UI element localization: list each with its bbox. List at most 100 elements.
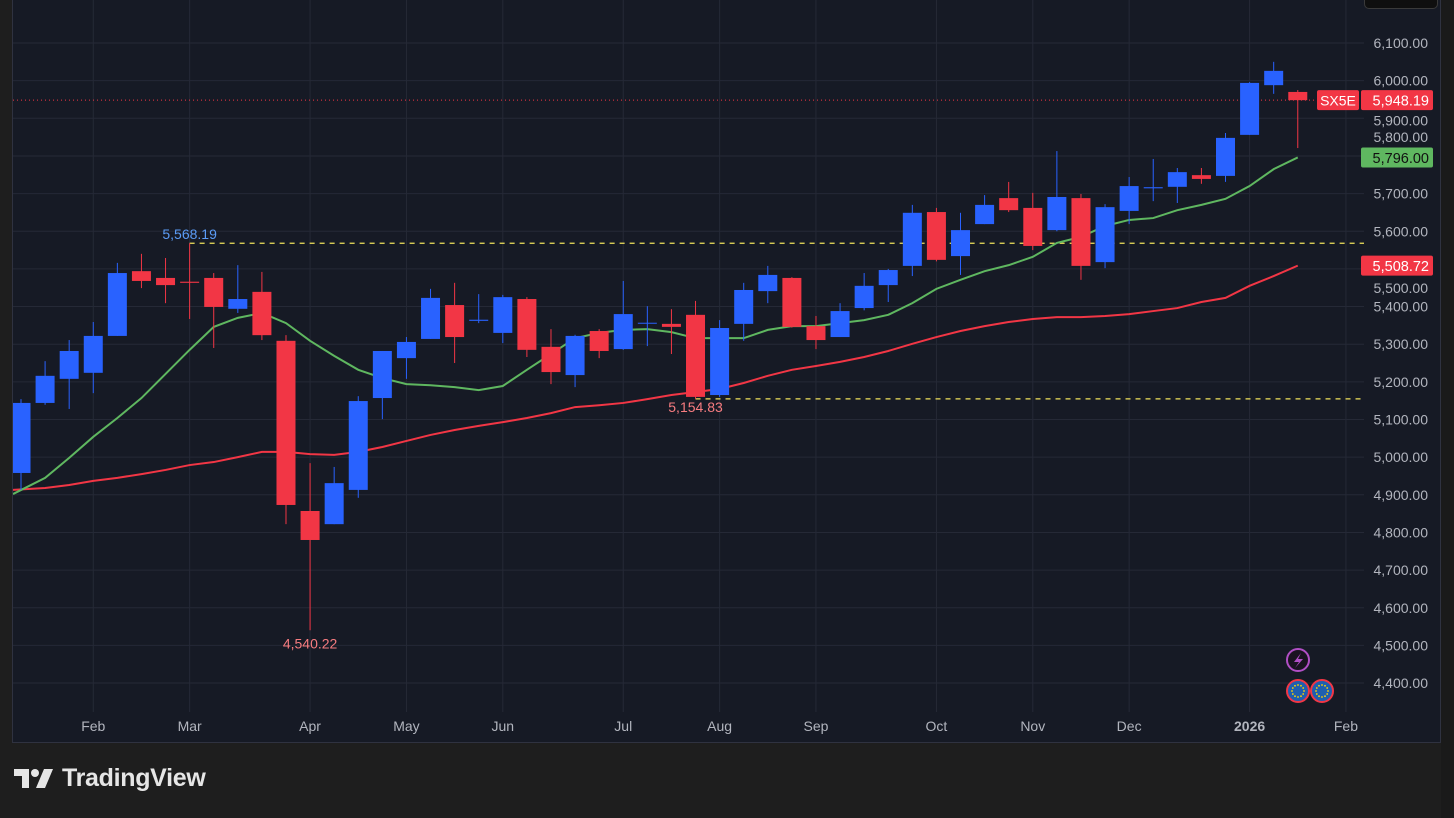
- candle[interactable]: [1288, 90, 1308, 149]
- candle[interactable]: [1143, 158, 1163, 202]
- candle[interactable]: [324, 466, 344, 525]
- eu-flag-event-icon[interactable]: [1286, 679, 1310, 703]
- candle[interactable]: [758, 265, 778, 304]
- candle[interactable]: [252, 271, 272, 341]
- candle[interactable]: [372, 350, 392, 420]
- candle[interactable]: [300, 463, 320, 631]
- candle[interactable]: [396, 337, 416, 379]
- eu-star: [1321, 696, 1323, 698]
- eu-star: [1294, 695, 1296, 698]
- candle[interactable]: [661, 309, 681, 354]
- eu-star: [1300, 695, 1302, 698]
- candle-body: [469, 319, 489, 321]
- y-tick-label: 5,100.00: [1374, 412, 1429, 428]
- eu-star: [1291, 690, 1293, 692]
- candle-body: [35, 375, 55, 403]
- candle[interactable]: [204, 273, 224, 348]
- candle[interactable]: [1119, 177, 1139, 225]
- candle[interactable]: [107, 262, 127, 336]
- candle[interactable]: [83, 321, 103, 394]
- candle[interactable]: [1264, 61, 1284, 94]
- candle[interactable]: [589, 329, 609, 359]
- ma-slow-tag-bg: [1361, 255, 1433, 276]
- candle[interactable]: [1191, 167, 1211, 184]
- candle[interactable]: [565, 334, 585, 388]
- candle[interactable]: [951, 212, 971, 275]
- candle[interactable]: [1071, 193, 1091, 280]
- candle-body: [156, 277, 176, 286]
- candle[interactable]: [493, 294, 513, 344]
- candle[interactable]: [59, 340, 79, 409]
- candle-body: [59, 350, 79, 379]
- candle-body: [637, 322, 657, 324]
- candle[interactable]: [854, 273, 874, 311]
- candle[interactable]: [517, 297, 537, 358]
- candle[interactable]: [999, 181, 1019, 213]
- candle[interactable]: [902, 204, 922, 277]
- candle[interactable]: [710, 320, 730, 397]
- candle[interactable]: [35, 361, 55, 405]
- y-tick-label: 5,400.00: [1374, 299, 1429, 315]
- candle[interactable]: [878, 268, 898, 303]
- candle[interactable]: [541, 329, 561, 385]
- candle[interactable]: [734, 282, 754, 341]
- candle-body: [493, 297, 513, 333]
- y-tick-label: 4,800.00: [1374, 524, 1429, 540]
- eu-star: [1324, 695, 1326, 698]
- candle[interactable]: [421, 288, 441, 339]
- candle[interactable]: [276, 335, 296, 525]
- candle[interactable]: [1167, 167, 1187, 204]
- candle[interactable]: [228, 265, 248, 313]
- x-tick-label: Feb: [81, 718, 105, 734]
- candle[interactable]: [180, 243, 200, 319]
- candle-body: [252, 291, 272, 336]
- eu-star: [1291, 693, 1294, 695]
- candle-body: [710, 328, 730, 396]
- candle-body: [1143, 187, 1163, 189]
- x-tick-label: Feb: [1334, 718, 1358, 734]
- eu-star: [1294, 684, 1296, 687]
- candle[interactable]: [782, 277, 802, 328]
- eu-star: [1300, 684, 1302, 687]
- tradingview-brand[interactable]: TradingView: [14, 764, 206, 793]
- last-price-tag-bg: [1361, 90, 1433, 111]
- x-tick-label: Jul: [614, 718, 632, 734]
- candle[interactable]: [348, 396, 368, 498]
- candle[interactable]: [1216, 132, 1235, 182]
- candle[interactable]: [806, 315, 826, 350]
- candle[interactable]: [830, 303, 850, 338]
- candle-body: [782, 277, 802, 327]
- eu-star: [1297, 684, 1299, 686]
- candle[interactable]: [613, 280, 633, 350]
- toolbar-button[interactable]: [1364, 0, 1438, 9]
- y-tick-label: 4,900.00: [1374, 487, 1429, 503]
- candle[interactable]: [975, 195, 995, 225]
- eu-star: [1326, 687, 1329, 689]
- lightning-event-icon[interactable]: [1286, 648, 1310, 672]
- ma-slow-tag: 5,508.72: [1373, 259, 1429, 275]
- x-tick-label: Mar: [178, 718, 202, 734]
- y-tick-label: 5,300.00: [1374, 336, 1429, 352]
- candle[interactable]: [686, 300, 706, 399]
- eu-flag-event-icon[interactable]: [1310, 679, 1334, 703]
- candle[interactable]: [156, 257, 176, 304]
- eu-flag-circle: [1286, 679, 1310, 703]
- candle-body: [1216, 137, 1235, 176]
- candle[interactable]: [131, 253, 151, 289]
- candlestick-chart[interactable]: 4,400.00 4,500.00 4,600.00 4,700.00 4,800.00…: [0, 0, 1454, 745]
- candle[interactable]: [12, 399, 31, 490]
- candle[interactable]: [1095, 204, 1115, 269]
- candle[interactable]: [1240, 82, 1260, 135]
- candle-body: [999, 198, 1019, 211]
- candle[interactable]: [445, 282, 465, 364]
- y-tick-label: 4,600.00: [1374, 600, 1429, 616]
- candle[interactable]: [1023, 192, 1043, 251]
- eu-star: [1318, 684, 1320, 687]
- eu-star: [1324, 684, 1326, 687]
- candle-body: [83, 335, 103, 373]
- symbol-tag[interactable]: SX5E: [1320, 93, 1356, 109]
- candle[interactable]: [469, 294, 489, 324]
- candle[interactable]: [1047, 151, 1067, 232]
- candle[interactable]: [926, 207, 946, 262]
- candle[interactable]: [637, 306, 657, 347]
